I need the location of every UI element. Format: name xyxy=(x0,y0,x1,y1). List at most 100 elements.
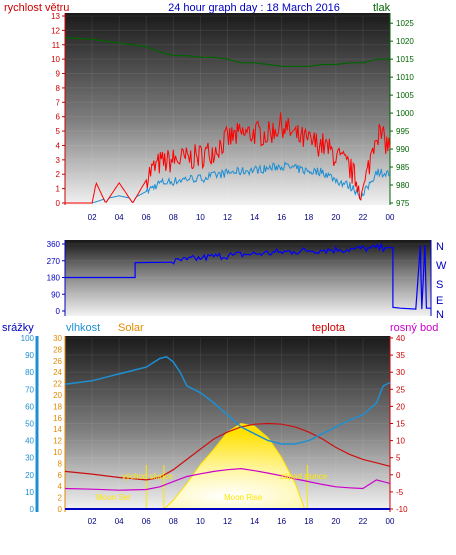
x-tick-label: 20 xyxy=(331,517,340,526)
wind-tick-label: 8 xyxy=(56,84,61,93)
wind-speed-label: rychlost větru xyxy=(4,2,69,14)
x-tick-label: 02 xyxy=(88,213,97,222)
solar-tick-label: 24 xyxy=(53,368,62,377)
wind-tick-label: 10 xyxy=(51,55,60,64)
wind-tick-label: 9 xyxy=(56,70,61,79)
solar-tick-label: 2 xyxy=(58,494,63,503)
pressure-tick-label: 995 xyxy=(396,127,410,136)
solar-area xyxy=(65,422,390,510)
x-tick-label: 06 xyxy=(142,213,151,222)
temperature-label: teplota xyxy=(312,322,346,334)
temperature-series xyxy=(64,422,391,481)
humidity-tick-label: 90 xyxy=(25,351,34,360)
x-tick-label: 18 xyxy=(304,517,313,526)
solar-tick-label: 20 xyxy=(53,391,62,400)
wind-avg-series xyxy=(65,161,391,204)
solar-tick-label: 22 xyxy=(53,380,62,389)
humidity-tick-label: 100 xyxy=(21,334,35,343)
direction-tick-label: 0 xyxy=(56,307,61,316)
wind-tick-label: 1 xyxy=(56,185,61,194)
pressure-tick-label: 1015 xyxy=(396,55,414,64)
temperature-tick-label: 20 xyxy=(396,402,405,411)
moonrise-label: Moon Rise xyxy=(224,493,263,502)
humidity-tick-label: 30 xyxy=(25,454,34,463)
humidity-tick-label: 10 xyxy=(25,488,34,497)
pressure-tick-label: 980 xyxy=(396,181,410,190)
x-tick-label: 22 xyxy=(358,213,367,222)
x-tick-label: 00 xyxy=(386,517,395,526)
temperature-tick-label: -10 xyxy=(396,505,408,514)
wind-tick-label: 3 xyxy=(56,156,61,165)
direction-tick-label: 270 xyxy=(47,257,61,266)
x-tick-label: 22 xyxy=(358,517,367,526)
wind-tick-label: 7 xyxy=(56,98,61,107)
x-tick-label: 16 xyxy=(277,213,286,222)
dew-point-label: rosný bod xyxy=(390,322,438,334)
humidity-tick-label: 60 xyxy=(25,402,34,411)
solar-tick-label: 30 xyxy=(53,334,62,343)
x-tick-label: 14 xyxy=(250,213,259,222)
x-tick-label: 10 xyxy=(196,213,205,222)
compass-label: N xyxy=(436,241,444,253)
humidity-tick-label: 0 xyxy=(30,505,35,514)
x-tick-label: 18 xyxy=(304,213,313,222)
direction-tick-label: 90 xyxy=(51,290,60,299)
temperature-tick-label: -5 xyxy=(396,488,404,497)
wind-gust-series xyxy=(65,112,391,204)
humidity-tick-label: 70 xyxy=(25,385,34,394)
solar-tick-label: 8 xyxy=(58,459,63,468)
x-tick-label: 04 xyxy=(115,517,124,526)
compass-label: W xyxy=(436,260,447,272)
direction-series xyxy=(65,242,431,310)
temperature-tick-label: 10 xyxy=(396,437,405,446)
wind-tick-label: 11 xyxy=(52,41,61,50)
x-tick-label: 14 xyxy=(250,517,259,526)
pressure-tick-label: 1000 xyxy=(396,109,414,118)
x-tick-label: 12 xyxy=(223,213,232,222)
temperature-tick-label: 15 xyxy=(396,420,405,429)
pressure-tick-label: 1005 xyxy=(396,91,414,100)
sunrise-label: východ slunce xyxy=(122,472,173,481)
direction-tick-label: 360 xyxy=(47,240,61,249)
temperature-tick-label: 5 xyxy=(396,454,401,463)
dew-point-series xyxy=(64,467,391,491)
pressure-tick-label: 990 xyxy=(396,145,410,154)
temperature-humidity-chart: 0102030405060708090100024681012141618202… xyxy=(21,334,408,526)
chart-title: 24 hour graph day : 18 March 2016 xyxy=(168,2,340,14)
x-tick-label: 06 xyxy=(142,517,151,526)
compass-label: N xyxy=(436,309,444,321)
x-tick-label: 12 xyxy=(223,517,232,526)
x-tick-label: 16 xyxy=(277,517,286,526)
solar-tick-label: 12 xyxy=(53,437,62,446)
solar-tick-label: 26 xyxy=(53,357,62,366)
temperature-tick-label: 25 xyxy=(396,385,405,394)
compass-label: S xyxy=(436,279,443,291)
pressure-label: tlak xyxy=(373,2,391,14)
solar-tick-label: 4 xyxy=(58,482,63,491)
wind-tick-label: 0 xyxy=(56,199,61,208)
temperature-tick-label: 35 xyxy=(396,351,405,360)
wind-tick-label: 4 xyxy=(56,141,61,150)
humidity-tick-label: 20 xyxy=(25,471,34,480)
humidity-label: vlhkost xyxy=(66,322,100,334)
wind-tick-label: 13 xyxy=(51,12,60,21)
solar-tick-label: 6 xyxy=(58,471,63,480)
humidity-tick-label: 50 xyxy=(25,420,34,429)
compass-label: E xyxy=(436,295,443,307)
pressure-tick-label: 1010 xyxy=(396,73,414,82)
pressure-tick-label: 975 xyxy=(396,199,410,208)
solar-label: Solar xyxy=(118,322,144,334)
humidity-tick-label: 80 xyxy=(25,368,34,377)
pressure-tick-label: 1020 xyxy=(396,37,414,46)
x-tick-label: 00 xyxy=(386,213,395,222)
pressure-series xyxy=(64,37,390,67)
temperature-tick-label: 40 xyxy=(396,334,405,343)
x-tick-label: 02 xyxy=(88,517,97,526)
humidity-tick-label: 40 xyxy=(25,437,34,446)
solar-tick-label: 28 xyxy=(53,345,62,354)
wind-tick-label: 5 xyxy=(56,127,61,136)
wind-tick-label: 2 xyxy=(56,170,61,179)
x-tick-label: 10 xyxy=(196,517,205,526)
solar-tick-label: 10 xyxy=(53,448,62,457)
